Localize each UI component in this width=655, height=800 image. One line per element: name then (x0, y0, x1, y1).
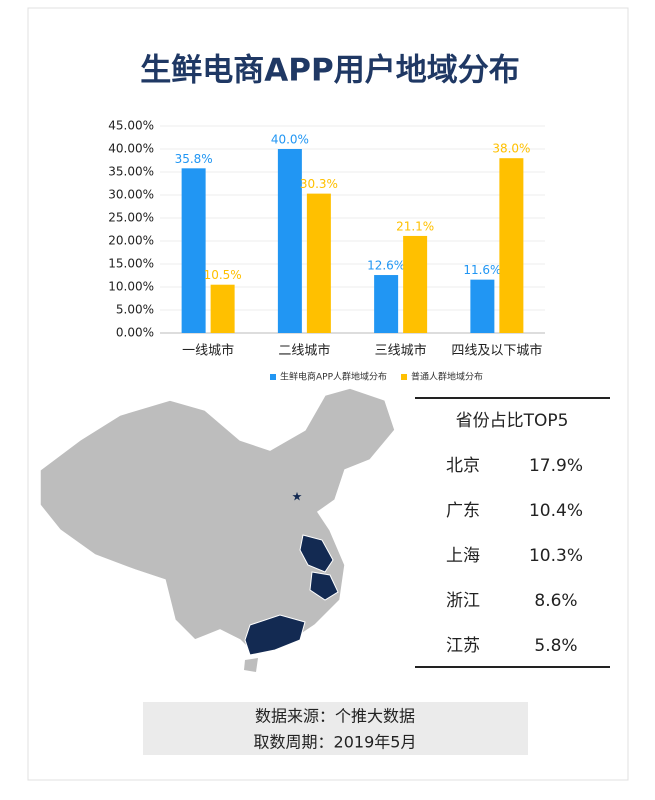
value-label: 40.0% (271, 133, 309, 147)
value-label: 11.6% (463, 263, 501, 277)
footer-source: 数据来源：个推大数据 (255, 707, 415, 726)
table-province: 广东 (446, 501, 480, 521)
y-tick-label: 35.00% (108, 165, 154, 179)
y-tick-label: 40.00% (108, 142, 154, 156)
x-tick-label: 四线及以下城市 (451, 343, 542, 359)
value-label: 35.8% (175, 152, 213, 166)
bar (470, 279, 495, 333)
bar (277, 149, 302, 333)
bar (181, 168, 206, 333)
chart-title: 生鲜电商APP用户地域分布 (140, 53, 519, 89)
legend-label: 生鲜电商APP人群地域分布 (280, 371, 387, 383)
value-label: 12.6% (367, 259, 405, 273)
footer-box (143, 702, 528, 755)
bar (306, 193, 331, 333)
value-label: 21.1% (396, 219, 434, 233)
legend-swatch (401, 374, 408, 380)
x-tick-label: 一线城市 (182, 343, 234, 359)
x-tick-label: 二线城市 (278, 343, 330, 359)
table-province: 江苏 (446, 636, 480, 656)
y-tick-label: 5.00% (116, 303, 154, 317)
table-title: 省份占比TOP5 (456, 411, 569, 431)
table-province: 北京 (446, 456, 480, 476)
bar (210, 284, 235, 333)
y-tick-label: 25.00% (108, 211, 154, 225)
table-province: 浙江 (446, 591, 480, 611)
map: ★ (39, 387, 396, 672)
value-label: 10.5% (204, 268, 242, 282)
footer-period: 取数周期：2019年5月 (254, 733, 417, 752)
value-label: 30.3% (300, 177, 338, 191)
x-tick-label: 三线城市 (375, 343, 427, 359)
y-tick-label: 45.00% (108, 119, 154, 133)
y-tick-label: 30.00% (108, 188, 154, 202)
bar (499, 158, 524, 333)
legend-label: 普通人群地域分布 (411, 371, 483, 383)
table-province: 上海 (446, 546, 480, 566)
table-share: 17.9% (529, 456, 583, 476)
y-tick-label: 10.00% (108, 280, 154, 294)
legend-swatch (270, 374, 276, 380)
table-share: 10.3% (529, 546, 583, 566)
y-tick-label: 0.00% (116, 326, 154, 340)
table-share: 5.8% (534, 636, 577, 656)
bar (403, 235, 428, 333)
table-share: 10.4% (529, 501, 583, 521)
table-share: 8.6% (534, 591, 577, 611)
bar (374, 275, 399, 333)
y-tick-label: 20.00% (108, 234, 154, 248)
y-tick-label: 15.00% (108, 257, 154, 271)
svg-text:★: ★ (292, 490, 303, 504)
value-label: 38.0% (492, 142, 530, 156)
